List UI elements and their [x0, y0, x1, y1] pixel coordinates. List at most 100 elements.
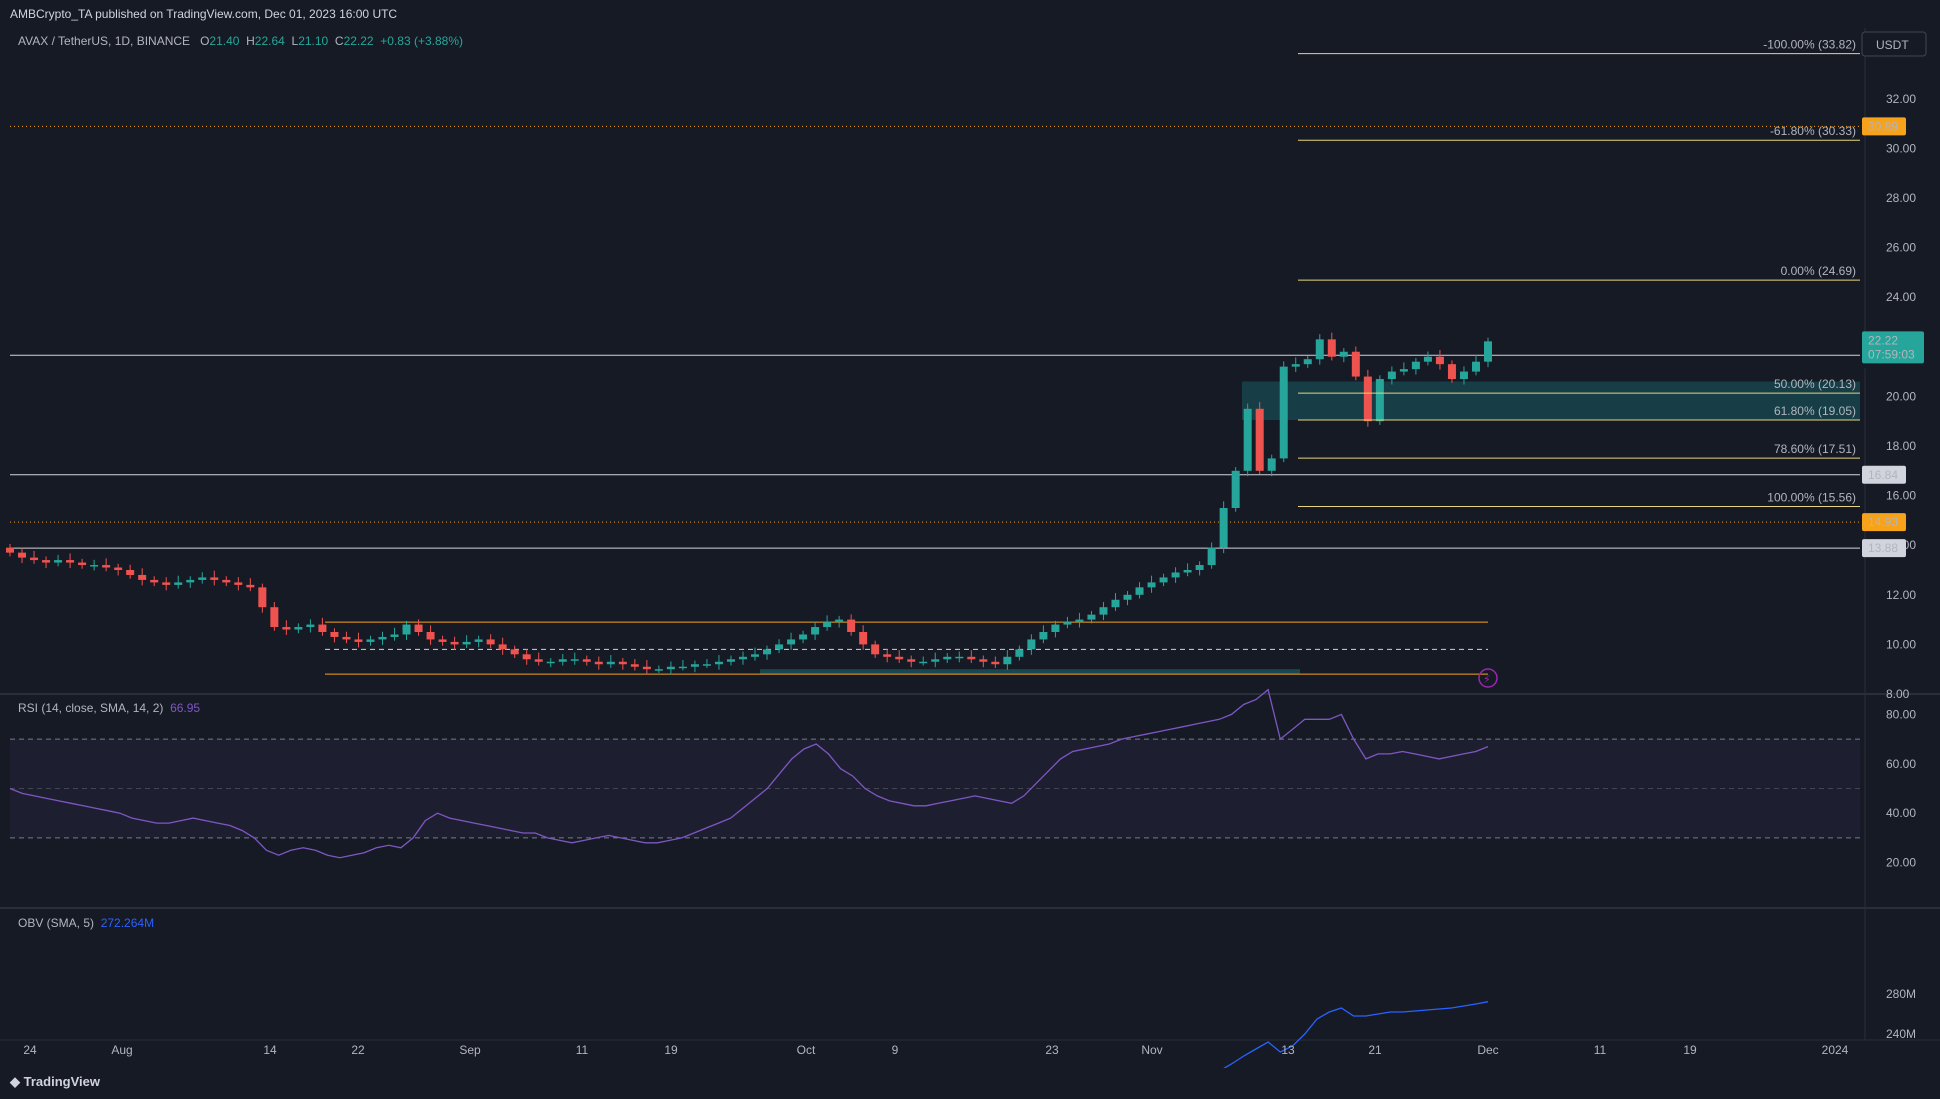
time-tick-label: 11 [576, 1043, 589, 1057]
rsi-title: RSI (14, close, SMA, 14, 2) [18, 701, 164, 715]
candle-body [702, 664, 711, 666]
time-tick-label: 14 [263, 1043, 277, 1057]
candle-body [859, 632, 868, 645]
candle-body [1111, 599, 1120, 608]
candle-body [1339, 351, 1348, 357]
candle-body [606, 661, 615, 665]
badge-16-84-bg [1862, 465, 1906, 484]
obv-title: OBV (SMA, 5) [18, 916, 95, 930]
tradingview-icon: ◆ [10, 1074, 20, 1089]
rsi-band-fill [10, 739, 1860, 838]
time-tick-label: Oct [797, 1043, 816, 1057]
price-tick-label: 24.00 [1886, 290, 1916, 304]
candle-body [474, 639, 483, 642]
candle-body [775, 644, 784, 650]
zones [760, 381, 1860, 675]
candle-body [30, 557, 39, 561]
candle-body [1255, 408, 1264, 471]
candle-body [1471, 361, 1480, 372]
time-tick-label: 24 [23, 1043, 37, 1057]
candle-body [1027, 639, 1036, 650]
candle-body [138, 574, 147, 580]
time-tick-label: 19 [1683, 1043, 1697, 1057]
candle-body [42, 560, 51, 563]
candle-body [126, 570, 135, 575]
candle-body [162, 582, 171, 585]
candle-body [871, 644, 880, 655]
candle-body [1039, 632, 1048, 640]
fib-label: -61.80% (30.33) [1770, 124, 1856, 138]
candle-body [366, 639, 375, 642]
axes: 32.0030.0028.0026.0024.0022.0020.0018.00… [23, 31, 1927, 1081]
candle-body [78, 562, 87, 566]
candle-body [1243, 408, 1252, 471]
candle-body [1135, 587, 1144, 595]
candle-body [726, 659, 735, 662]
candle-body [618, 661, 627, 665]
candle-body [570, 659, 579, 661]
candle-body [630, 664, 639, 667]
candle-body [522, 654, 531, 660]
tradingview-logo[interactable]: ◆ TradingView [10, 1074, 100, 1090]
candle-body [1291, 364, 1300, 367]
time-tick-label: 19 [664, 1043, 678, 1057]
candle-body [450, 641, 459, 645]
candle-body [294, 627, 303, 630]
candle-body [114, 567, 123, 570]
price-tick-label: 18.00 [1886, 439, 1916, 453]
candle-body [919, 661, 928, 664]
obv-value: 272.264M [100, 916, 155, 930]
time-tick-label: 2024 [1822, 1043, 1849, 1057]
candle-body [799, 634, 808, 640]
time-tick-label: 11 [1594, 1043, 1607, 1057]
candle-body [390, 634, 399, 637]
candle-body [6, 547, 14, 553]
header-bar: AMBCrypto_TA published on TradingView.co… [0, 0, 1940, 28]
symbol-name: AVAX / TetherUS, 1D, BINANCE [18, 34, 191, 48]
candle-body [931, 659, 940, 662]
obv-line [10, 1001, 1489, 1099]
badge-30-89: 30.89 [1868, 119, 1898, 133]
candle-body [582, 659, 591, 662]
candle-body [991, 661, 1000, 665]
candle-body [462, 641, 471, 645]
badge-13-88: 13.88 [1868, 541, 1898, 555]
candle-body [1351, 351, 1360, 377]
candle-body [811, 627, 820, 635]
candle-body [823, 622, 832, 628]
candle-body [174, 582, 183, 585]
countdown-label: 07:59:03 [1868, 347, 1915, 361]
rsi-legend[interactable]: RSI (14, close, SMA, 14, 2) 66.95 [18, 701, 200, 715]
candle-body [330, 632, 339, 637]
candle-body [102, 565, 111, 568]
change-value: +0.83 (+3.88%) [380, 34, 463, 48]
fib-label: 61.80% (19.05) [1774, 404, 1856, 418]
close-label: C [334, 34, 344, 48]
symbol-legend[interactable]: AVAX / TetherUS, 1D, BINANCE O21.40 H22.… [18, 34, 463, 48]
fib-label: 78.60% (17.51) [1774, 442, 1856, 456]
candle-body [510, 649, 519, 655]
rsi-tick-label: 80.00 [1886, 707, 1916, 721]
obv-legend[interactable]: OBV (SMA, 5) 272.264M [18, 916, 154, 930]
time-tick-label: 23 [1045, 1043, 1059, 1057]
price-tick-label: 28.00 [1886, 191, 1916, 205]
candle-body [234, 582, 243, 585]
candle-body [678, 666, 687, 669]
candle-body [318, 624, 327, 632]
candle-body [1375, 379, 1384, 422]
candles [6, 332, 1492, 675]
candle-body [534, 659, 543, 662]
candle-body [198, 577, 207, 580]
badge-30-89-bg [1862, 117, 1906, 136]
time-tick-label: Aug [111, 1043, 132, 1057]
candle-body [1231, 470, 1240, 508]
candle-body [1327, 339, 1336, 357]
price-tick-label: 16.00 [1886, 489, 1916, 503]
candle-body [895, 656, 904, 660]
time-tick-label: Nov [1141, 1043, 1162, 1057]
price-tick-label: 30.00 [1886, 141, 1916, 155]
currency-box [1861, 31, 1927, 57]
badge-14-93: 14.93 [1868, 515, 1898, 529]
candle-body [222, 579, 231, 583]
